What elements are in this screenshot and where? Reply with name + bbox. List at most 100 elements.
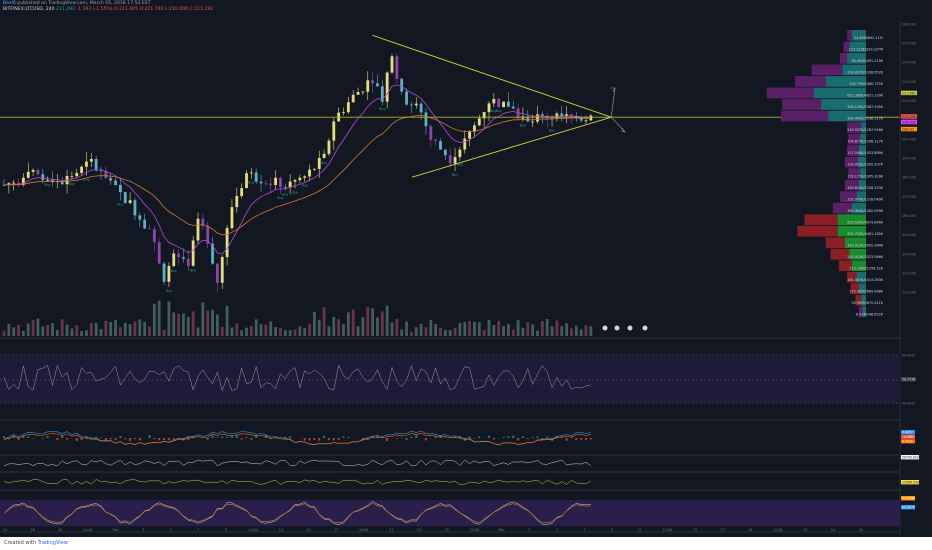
volume-bar [313,311,316,336]
profile-row-label: 360.364K/1382.059K [847,209,884,213]
volume-profile-row [848,133,866,145]
buy-signal-label: Buy [379,107,385,111]
volume-profile-row [847,30,866,41]
volume-bar [172,312,176,336]
event-icon [614,325,620,331]
volume-bar [65,324,69,336]
profile-buy-bar [851,30,866,41]
profile-row-label: 172.177K/1095.316K [847,174,884,178]
candle-body [453,157,457,164]
candle [216,263,219,292]
profile-row-label: 163.810K/1326.253K [847,186,884,190]
macd-histogram-bar [148,435,151,438]
candle [361,90,365,95]
candle-body [395,56,399,79]
rsi-line [3,364,591,392]
volume-bar [114,319,117,336]
candle-body [7,183,11,185]
profile-buy-bar [842,64,866,76]
volume-bar [434,324,438,336]
candle [570,113,573,124]
volume-bar [46,324,50,336]
candle-body [487,103,491,113]
price-label-box [901,90,917,96]
volume-bar [99,329,103,336]
candle-body [17,182,20,185]
profile-buy-bar [849,248,866,260]
profile-buy-bar [857,156,866,168]
volume-bar [526,322,530,336]
candle-body [371,80,374,84]
candle: Buy [496,97,502,113]
symbol-label[interactable]: BITFINEX:LTCUSD, 240 [3,7,55,12]
profile-sell-bar [847,30,852,41]
profile-sell-bar [855,294,862,306]
macd-histogram-bar [439,435,442,438]
volume-bar [410,331,413,336]
candle: Buy [452,147,458,177]
volume-bar [283,330,287,336]
candle-body [390,56,394,73]
candle: Buy [379,80,385,111]
candle [12,179,16,191]
candle [269,177,273,194]
candle-body [322,153,326,158]
candle-body [351,94,355,103]
volume-bar [230,327,234,336]
volume-bar [589,326,593,336]
volume-bar [303,328,307,336]
time-axis-tick: 22 [803,528,807,532]
candle-body [468,131,471,139]
profile-row-label: 102.790K/480.725K [849,82,883,86]
macd-histogram-bar [332,438,335,441]
candle [162,261,166,285]
buy-signal-label: Buy [302,184,308,188]
candle-body [65,176,69,185]
triangle-lower-line [411,116,612,178]
macd-histogram-bar [274,436,277,438]
candle [41,168,45,184]
candle-body [516,108,520,119]
candle: Buy [292,178,298,194]
macd-value-label: -1.2561 [902,435,914,439]
buy-signal-label: Buy [277,196,283,200]
macd-histogram-bar [3,436,5,438]
volume-bar [317,319,321,336]
publish-info: published on TradingView.com, March 05, … [17,1,151,6]
tradingview-logo[interactable]: TradingView [37,540,68,546]
macd-histogram-bar [371,436,374,438]
volume-bar [85,330,88,336]
volume-bar [332,316,336,336]
volume-bar [516,320,520,336]
profile-buy-bar [858,179,866,191]
price-axis-tick: 120.000 [902,291,916,295]
candle-body [283,187,287,189]
price-label-text: 210.000 [902,120,916,124]
chart-header: Bexl6 published on TradingView.com, Marc… [0,0,932,22]
volume-bar [51,323,54,336]
stoch-value-box [901,505,915,510]
macd-histogram-bar [56,438,59,441]
candle-body [502,101,505,108]
volume-profile-row [838,260,866,272]
profile-sell-bar [844,179,859,191]
candle [439,138,442,150]
volume-bar [298,326,302,336]
time-axis-tick: 9 [611,528,613,532]
time-axis-tick: 19 [748,528,752,532]
volume-bar [584,325,588,336]
macd-histogram-bar [119,435,122,438]
macd-histogram-bar [245,437,248,438]
candle-body [463,138,467,150]
time-axis-tick: 15 [306,528,310,532]
profile-row-label: 8.974K/98.652K [856,313,884,317]
oscillator-a-label: 58760.642 [902,456,919,460]
candle [26,162,30,179]
profile-sell-bar [847,271,857,283]
author-name[interactable]: Bexl6 [3,1,16,6]
candle [507,92,510,107]
profile-row-label: 395.405K/3538.217K [847,117,884,121]
candle-body [167,266,171,282]
volume-bar [55,329,59,336]
